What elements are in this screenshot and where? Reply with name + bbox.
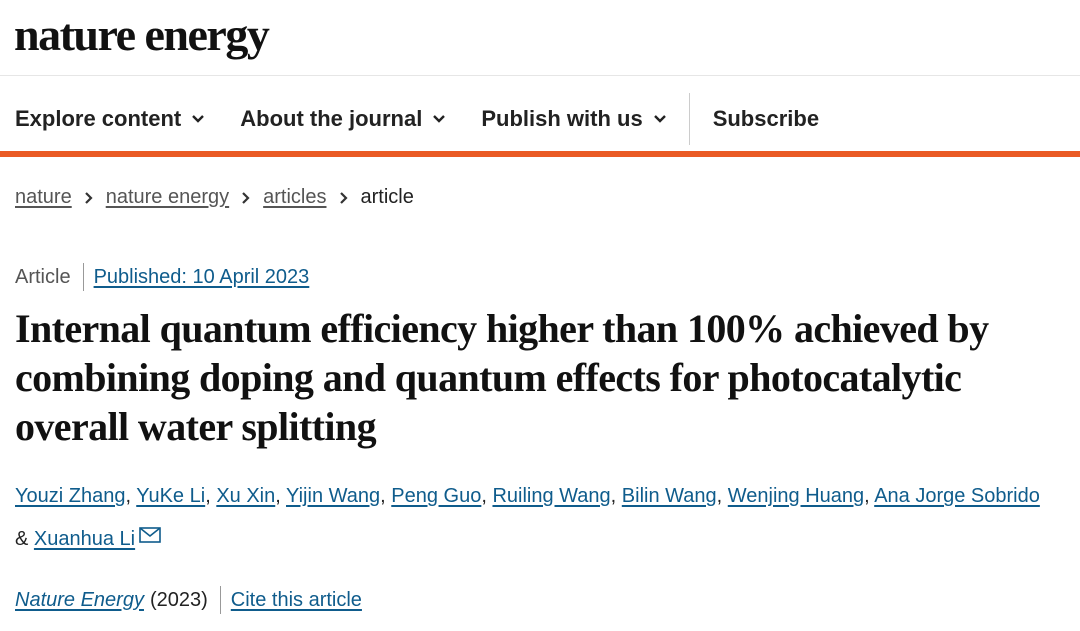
breadcrumb-separator — [241, 191, 251, 205]
breadcrumb-link[interactable]: articles — [263, 186, 327, 208]
article-type: Article — [15, 265, 71, 288]
email-icon[interactable] — [139, 527, 161, 543]
author-link[interactable]: Peng Guo — [391, 485, 482, 507]
author-link[interactable]: Ana Jorge Sobrido — [874, 485, 1040, 507]
journal-line: Nature Energy (2023) Cite this article — [15, 586, 362, 614]
author-separator: , — [380, 485, 386, 507]
divider — [0, 75, 1080, 76]
journal-link[interactable]: Nature Energy — [15, 588, 144, 611]
nav-label: Subscribe — [712, 106, 820, 131]
cite-link[interactable]: Cite this article — [230, 588, 362, 611]
author-link[interactable]: YuKe Li — [136, 485, 206, 507]
article-meta: Article Published: 10 April 2023 — [15, 263, 309, 291]
author-list: Youzi Zhang, YuKe Li, Xu Xin, Yijin Wang… — [15, 475, 1055, 561]
nav-item[interactable]: Publish with us — [481, 106, 666, 132]
breadcrumb-separator — [84, 191, 94, 205]
chevron — [192, 115, 205, 123]
author-link[interactable]: Bilin Wang — [621, 485, 717, 507]
author-link[interactable]: Xu Xin — [216, 485, 276, 507]
author-separator: , — [205, 485, 211, 507]
author-link[interactable]: Youzi Zhang — [15, 485, 126, 507]
published-date[interactable]: Published: 10 April 2023 — [93, 265, 310, 288]
author-link[interactable]: Yijin Wang — [286, 485, 381, 507]
journal-year: (2023) — [149, 588, 208, 611]
author-link[interactable]: Xuanhua Li — [33, 528, 136, 550]
breadcrumb-link[interactable]: nature energy — [105, 186, 230, 208]
chevron — [433, 115, 446, 123]
nav-bar: Explore content About the journal Publis… — [0, 88, 1080, 150]
nav-item[interactable]: Explore content — [15, 106, 205, 132]
author-separator: , — [481, 485, 487, 507]
breadcrumb-current: article — [360, 186, 414, 208]
nav-divider — [688, 93, 690, 145]
breadcrumb-link[interactable]: nature — [15, 186, 72, 208]
chevron — [653, 115, 666, 123]
article-title: Internal quantum efficiency higher than … — [15, 306, 989, 449]
nav-item[interactable]: Subscribe — [713, 106, 819, 132]
author-link[interactable]: Ruiling Wang — [492, 485, 611, 507]
nav-label: About the journal — [240, 106, 423, 131]
meta-divider — [219, 586, 221, 614]
logo[interactable]: nature energy — [14, 9, 270, 60]
breadcrumbs: nature nature energy articles article — [15, 186, 414, 209]
nav-item[interactable]: About the journal — [240, 106, 446, 132]
meta-divider — [82, 263, 84, 291]
author-separator: & — [15, 528, 29, 550]
breadcrumb-separator — [339, 191, 349, 205]
author-link[interactable]: Wenjing Huang — [727, 485, 865, 507]
author-separator: , — [275, 485, 281, 507]
nav-label: Publish with us — [481, 106, 643, 131]
accent-bar — [0, 151, 1080, 157]
author-separator: , — [864, 485, 870, 507]
author-separator: , — [610, 485, 617, 507]
author-separator: , — [716, 485, 723, 507]
nav-label: Explore content — [15, 106, 182, 131]
author-separator: , — [125, 485, 132, 507]
